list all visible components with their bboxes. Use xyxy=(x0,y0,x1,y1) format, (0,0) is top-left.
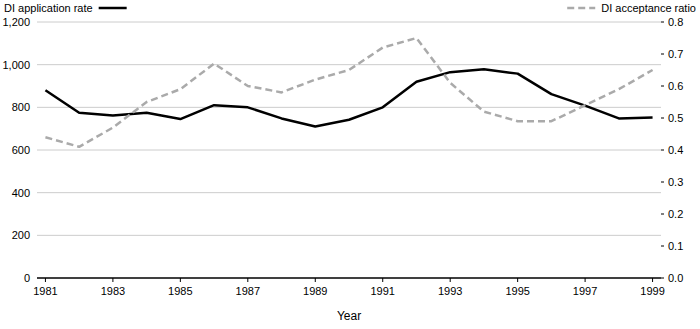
y2-tick-label: 0.2 xyxy=(668,208,683,220)
y2-tick xyxy=(661,54,664,55)
grid-line xyxy=(37,150,661,151)
chart: 0 200 400 600 800 1,000 1,200 0.0 0.1 0.2 0.3 0.4 0.… xyxy=(0,0,700,329)
plot-area xyxy=(45,38,652,147)
x-tick xyxy=(315,278,316,282)
series-line xyxy=(45,38,652,147)
series-line xyxy=(45,69,652,126)
y2-tick-label: 0.5 xyxy=(668,112,683,124)
y2-tick-label: 0.3 xyxy=(668,176,683,188)
x-tick-label: 1985 xyxy=(168,285,192,297)
y2-tick xyxy=(661,22,664,23)
y2-tick xyxy=(661,278,664,279)
y2-tick xyxy=(661,182,664,183)
legend-label: DI application rate xyxy=(4,2,93,14)
x-tick-label: 1999 xyxy=(640,285,664,297)
x-tick xyxy=(180,278,181,282)
x-axis-label: Year xyxy=(337,309,361,323)
x-tick xyxy=(652,278,653,282)
grid-line xyxy=(37,64,661,65)
grid-line xyxy=(37,22,661,23)
y2-tick-label: 0.1 xyxy=(668,240,683,252)
grid-line xyxy=(37,192,661,193)
y-tick-label: 1,200 xyxy=(2,16,30,28)
grid-line xyxy=(37,107,661,108)
y2-tick xyxy=(661,214,664,215)
y2-tick-label: 0.0 xyxy=(668,272,683,284)
x-tick-label: 1981 xyxy=(33,285,57,297)
x-tick-label: 1995 xyxy=(505,285,529,297)
y2-tick xyxy=(661,86,664,87)
legend-swatch xyxy=(567,7,595,10)
x-axis xyxy=(37,278,661,279)
x-tick-label: 1989 xyxy=(303,285,327,297)
y2-tick-label: 0.6 xyxy=(668,80,683,92)
legend-swatch xyxy=(99,7,127,10)
x-tick xyxy=(382,278,383,282)
y2-tick xyxy=(661,118,664,119)
y-tick-label: 400 xyxy=(12,187,30,199)
grid-line xyxy=(37,235,661,236)
x-tick-label: 1997 xyxy=(573,285,597,297)
x-tick xyxy=(450,278,451,282)
y-tick-label: 1,000 xyxy=(2,59,30,71)
y2-tick xyxy=(661,150,664,151)
y-tick-label: 0 xyxy=(24,272,30,284)
y2-tick-label: 0.4 xyxy=(668,144,683,156)
x-tick xyxy=(112,278,113,282)
x-tick-label: 1993 xyxy=(438,285,462,297)
x-tick-label: 1991 xyxy=(370,285,394,297)
legend-label: DI acceptance ratio xyxy=(601,2,696,14)
x-tick-label: 1983 xyxy=(101,285,125,297)
y-tick-label: 800 xyxy=(12,101,30,113)
y2-tick-label: 0.7 xyxy=(668,48,683,60)
y2-tick xyxy=(661,246,664,247)
x-tick xyxy=(517,278,518,282)
x-tick xyxy=(45,278,46,282)
y2-tick-label: 0.8 xyxy=(668,16,683,28)
x-tick xyxy=(247,278,248,282)
y-tick-label: 200 xyxy=(12,229,30,241)
x-tick-label: 1987 xyxy=(236,285,260,297)
y-tick-label: 600 xyxy=(12,144,30,156)
x-tick xyxy=(585,278,586,282)
grid-line xyxy=(37,278,661,279)
